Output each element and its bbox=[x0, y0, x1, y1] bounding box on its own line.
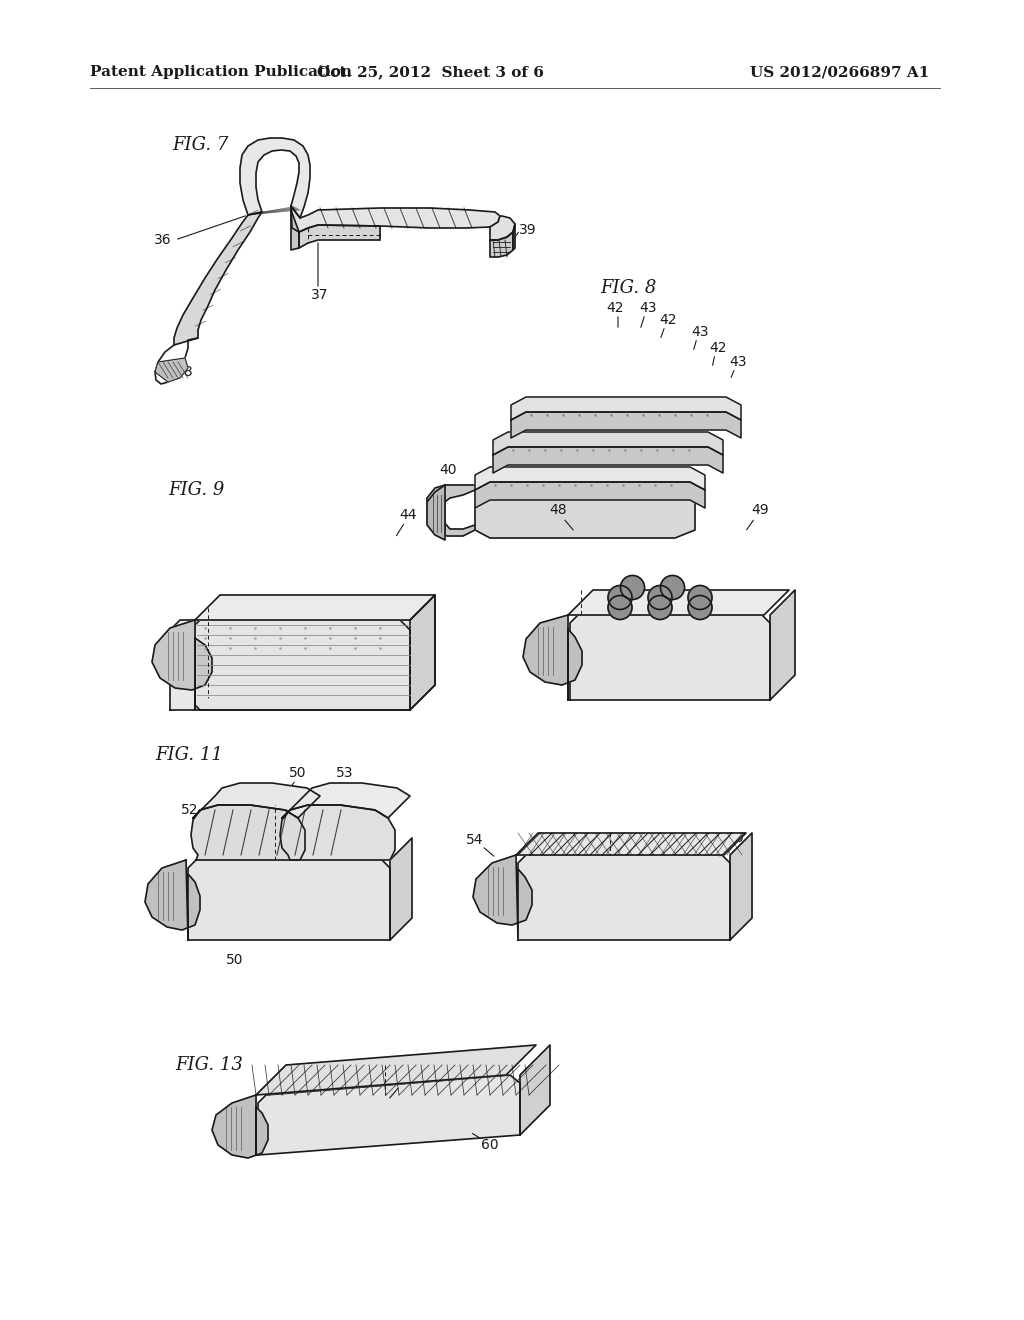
Text: 42: 42 bbox=[710, 341, 727, 355]
Polygon shape bbox=[516, 833, 746, 855]
Polygon shape bbox=[493, 447, 723, 473]
Text: 43: 43 bbox=[639, 301, 656, 315]
Polygon shape bbox=[282, 783, 410, 818]
Polygon shape bbox=[518, 855, 730, 940]
Text: FIG. 11: FIG. 11 bbox=[155, 746, 223, 764]
Text: 49: 49 bbox=[752, 503, 769, 517]
Text: 53: 53 bbox=[336, 766, 353, 780]
Polygon shape bbox=[410, 595, 435, 710]
Text: 36: 36 bbox=[155, 234, 172, 247]
Polygon shape bbox=[258, 1074, 520, 1155]
Polygon shape bbox=[390, 838, 412, 940]
Text: 62: 62 bbox=[394, 1071, 412, 1085]
Text: FIG. 9: FIG. 9 bbox=[168, 480, 224, 499]
Text: 48: 48 bbox=[549, 503, 567, 517]
Text: 54: 54 bbox=[466, 833, 483, 847]
Text: 40: 40 bbox=[439, 463, 457, 477]
Polygon shape bbox=[490, 232, 513, 257]
Text: FIG. 13: FIG. 13 bbox=[175, 1056, 243, 1074]
Text: FIG. 7: FIG. 7 bbox=[172, 136, 228, 154]
Text: Patent Application Publication: Patent Application Publication bbox=[90, 65, 352, 79]
Text: 50: 50 bbox=[289, 766, 307, 780]
Polygon shape bbox=[513, 224, 515, 249]
Polygon shape bbox=[511, 397, 741, 420]
Polygon shape bbox=[152, 620, 212, 710]
Text: 44: 44 bbox=[399, 508, 417, 521]
Text: 60: 60 bbox=[481, 1138, 499, 1152]
Polygon shape bbox=[280, 805, 395, 861]
Text: 37: 37 bbox=[311, 288, 329, 302]
Text: 42: 42 bbox=[659, 313, 677, 327]
Polygon shape bbox=[493, 432, 723, 455]
Polygon shape bbox=[730, 833, 752, 940]
Circle shape bbox=[688, 586, 712, 610]
Polygon shape bbox=[170, 620, 410, 710]
Circle shape bbox=[648, 586, 672, 610]
Text: FIG. 10: FIG. 10 bbox=[560, 480, 628, 499]
Polygon shape bbox=[212, 1096, 268, 1158]
Circle shape bbox=[688, 595, 712, 619]
Polygon shape bbox=[568, 590, 790, 615]
Circle shape bbox=[660, 576, 684, 599]
Circle shape bbox=[608, 586, 632, 610]
Text: Oct. 25, 2012  Sheet 3 of 6: Oct. 25, 2012 Sheet 3 of 6 bbox=[316, 65, 544, 79]
Polygon shape bbox=[475, 482, 705, 508]
Text: US 2012/0266897 A1: US 2012/0266897 A1 bbox=[751, 65, 930, 79]
Text: 43: 43 bbox=[691, 325, 709, 339]
Polygon shape bbox=[570, 615, 770, 700]
Polygon shape bbox=[191, 805, 305, 861]
Text: 56: 56 bbox=[727, 832, 744, 845]
Circle shape bbox=[621, 576, 644, 599]
Polygon shape bbox=[473, 855, 532, 940]
Polygon shape bbox=[490, 216, 515, 240]
Polygon shape bbox=[193, 783, 319, 818]
Text: 50: 50 bbox=[226, 953, 244, 968]
Polygon shape bbox=[155, 358, 188, 381]
Text: 38: 38 bbox=[176, 366, 194, 379]
Polygon shape bbox=[511, 412, 741, 438]
Circle shape bbox=[608, 595, 632, 619]
Text: FIG. 12: FIG. 12 bbox=[580, 911, 648, 929]
Text: 39: 39 bbox=[519, 223, 537, 238]
Text: 52: 52 bbox=[181, 803, 199, 817]
Polygon shape bbox=[145, 861, 200, 940]
Polygon shape bbox=[520, 1045, 550, 1135]
Text: 43: 43 bbox=[729, 355, 746, 370]
Circle shape bbox=[648, 595, 672, 619]
Polygon shape bbox=[523, 615, 582, 700]
Polygon shape bbox=[291, 210, 299, 249]
Polygon shape bbox=[174, 213, 262, 345]
Polygon shape bbox=[475, 482, 695, 539]
Polygon shape bbox=[195, 595, 435, 710]
Polygon shape bbox=[299, 224, 380, 248]
Polygon shape bbox=[256, 1045, 536, 1096]
Text: 42: 42 bbox=[606, 301, 624, 315]
Polygon shape bbox=[475, 467, 705, 490]
Polygon shape bbox=[770, 590, 795, 700]
Polygon shape bbox=[427, 484, 445, 540]
Polygon shape bbox=[240, 139, 310, 218]
Polygon shape bbox=[291, 206, 500, 232]
Text: FIG. 8: FIG. 8 bbox=[600, 279, 656, 297]
Polygon shape bbox=[188, 861, 390, 940]
Polygon shape bbox=[195, 595, 435, 620]
Polygon shape bbox=[427, 484, 475, 536]
